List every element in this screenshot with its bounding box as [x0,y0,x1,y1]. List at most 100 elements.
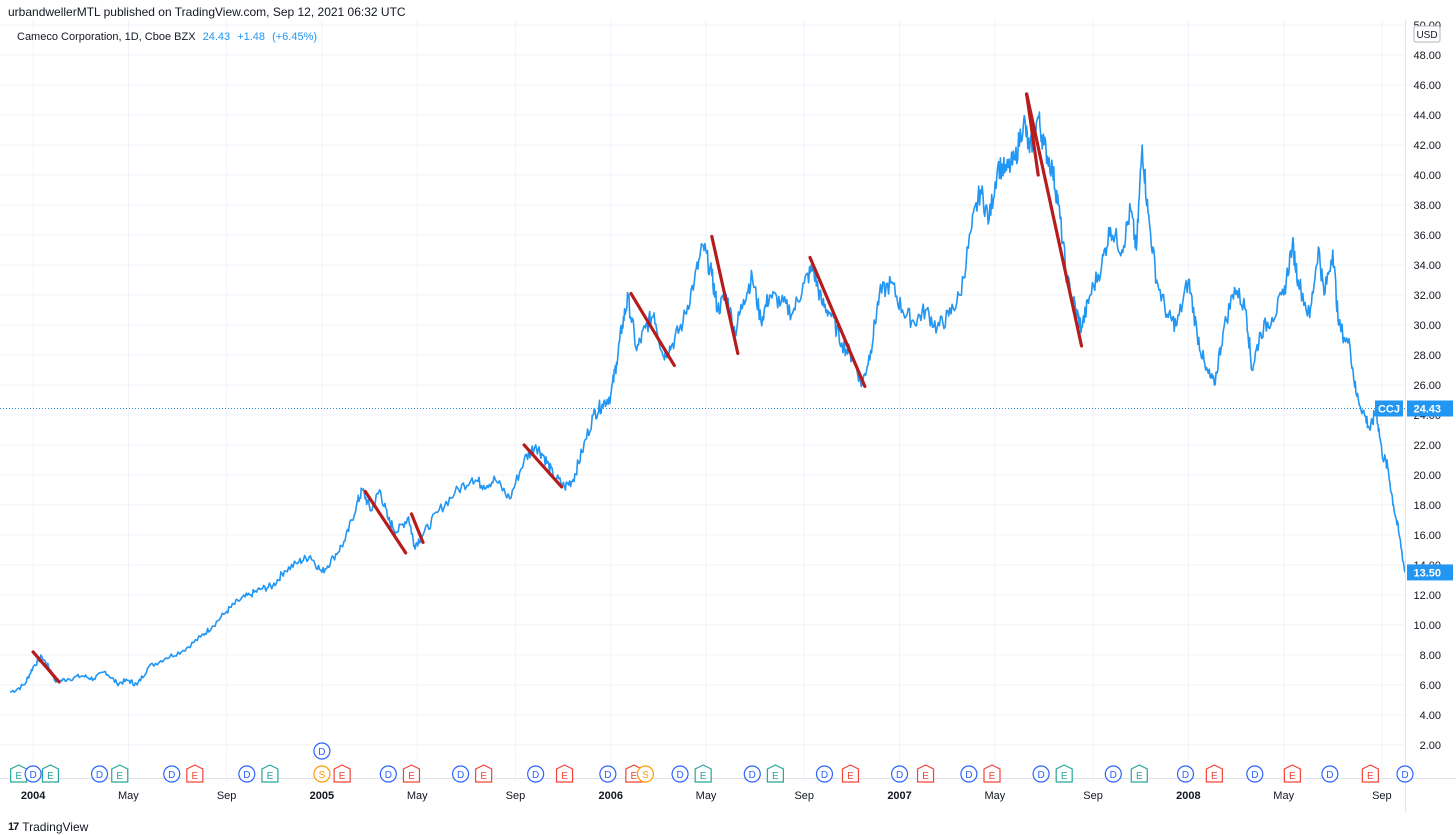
price-series-layer [9,111,1406,694]
earnings-marker-label: E [1211,771,1218,782]
time-axis[interactable]: 2004 May Sep 2005 May Sep 2006 May Sep 2007 May Sep… [0,778,1456,803]
price-chart[interactable]: 2.004.006.008.0010.0012.0014.0016.0018.0… [0,20,1456,812]
dividend-marker-label: D [1182,770,1189,781]
earnings-marker[interactable] [333,764,351,783]
earnings-marker[interactable] [186,764,204,783]
chart-area[interactable]: 2.004.006.008.0010.0012.0014.0016.0018.0… [0,20,1456,812]
earnings-marker[interactable] [555,764,574,783]
earnings-marker[interactable] [841,764,860,783]
trend-line[interactable] [522,443,564,489]
trend-line[interactable] [363,489,408,555]
earnings-marker[interactable] [1205,764,1223,783]
earnings-marker[interactable] [766,764,784,783]
earnings-marker[interactable] [475,764,493,783]
split-marker-label: S [642,770,649,781]
dividend-marker-label: D [749,770,756,781]
x-tick-label: 2005 [310,790,334,802]
earnings-marker-label: E [192,771,199,782]
dividend-marker[interactable] [379,765,397,783]
trend-line[interactable] [1025,92,1084,348]
trend-line[interactable] [808,255,867,389]
dividend-marker[interactable] [960,765,978,783]
earnings-marker[interactable] [694,764,712,783]
publisher-header: urbandwellerMTL published on TradingView… [8,5,406,19]
dividend-marker[interactable] [451,765,470,783]
symbol-legend[interactable]: Cameco Corporation, 1D, Cboe BZX 24.43 +… [17,31,317,43]
earnings-marker[interactable] [983,764,1001,783]
split-marker[interactable] [636,765,655,783]
trend-line[interactable] [1025,92,1040,177]
dividend-marker-label: D [965,770,972,781]
dividend-marker-label: D [168,770,175,781]
dividend-marker[interactable] [743,765,761,783]
dividend-marker[interactable] [1104,765,1122,783]
dividend-marker[interactable] [815,765,834,783]
trend-line[interactable] [629,291,676,368]
split-marker[interactable] [313,765,331,783]
earnings-marker-label: E [1367,771,1374,782]
price-axis[interactable]: 2.004.006.008.0010.0012.0014.0016.0018.0… [1375,20,1453,812]
dividend-marker[interactable] [1396,765,1414,783]
price-line[interactable] [9,111,1406,694]
earnings-marker[interactable] [1055,764,1073,783]
y-tick-label: 20.00 [1413,470,1441,482]
ccj-last-price-label: 24.43 [1413,403,1441,415]
earnings-marker[interactable] [111,764,129,783]
x-tick-label: May [1273,790,1294,802]
earnings-marker-label: E [922,771,929,782]
earnings-marker-label: E [1289,771,1296,782]
trend-lines-layer [31,92,1084,684]
y-tick-label: 8.00 [1420,650,1441,662]
x-tick-label: May [118,790,139,802]
earnings-marker[interactable] [1130,764,1148,783]
dividend-marker[interactable] [313,742,331,760]
earnings-marker[interactable] [402,764,421,783]
currency-box [1413,25,1441,43]
x-tick-label: 2006 [599,790,623,802]
dividend-marker[interactable] [527,765,545,783]
earnings-marker[interactable] [41,764,60,783]
earnings-marker-label: E [561,771,568,782]
dividend-marker-label: D [243,770,250,781]
trend-line[interactable] [710,234,740,356]
dividend-marker[interactable] [1032,765,1050,783]
x-tick-label: Sep [506,790,526,802]
y-tick-label: 42.00 [1413,140,1441,152]
dividend-marker-label: D [457,770,464,781]
earnings-marker-label: E [339,771,346,782]
legend-last-price: 24.43 [202,31,231,43]
dividend-marker[interactable] [90,765,109,783]
earnings-marker-label: E [408,771,415,782]
y-tick-label: 30.00 [1413,320,1441,332]
ccj-last-price-badge [1407,400,1453,417]
dividend-marker[interactable] [1176,765,1195,783]
y-tick-label: 2.00 [1420,740,1441,752]
footer-brand[interactable]: 17 TradingView [8,820,88,834]
x-tick-label: 2008 [1176,790,1200,802]
dividend-marker-label: D [896,770,903,781]
y-tick-label: 4.00 [1420,710,1441,722]
dividend-marker-label: D [821,770,828,781]
earnings-marker[interactable] [916,764,935,783]
dividend-marker[interactable] [890,765,909,783]
earnings-marker[interactable] [10,764,28,783]
x-tick-label: Sep [1083,790,1103,802]
earnings-marker[interactable] [261,764,279,783]
dividend-marker[interactable] [671,765,689,783]
earnings-marker[interactable] [1283,764,1301,783]
symbol-description: Cameco Corporation, 1D, Cboe BZX [17,31,196,43]
dividend-marker-label: D [676,770,683,781]
dividend-marker[interactable] [24,765,42,783]
dividend-marker[interactable] [1246,765,1264,783]
trend-line[interactable] [31,650,61,684]
dividend-marker[interactable] [599,765,617,783]
earnings-marker[interactable] [1361,764,1379,783]
dividend-marker[interactable] [238,765,256,783]
earnings-marker-label: E [989,771,996,782]
dividend-marker[interactable] [1321,765,1339,783]
dividend-marker-label: D [532,770,539,781]
dividend-marker[interactable] [163,765,181,783]
trend-line[interactable] [409,512,425,545]
events-layer: E D E D E D E D EDS E D E D E D E D E S D E D E D E D E D E D E D E D E D E D… [10,742,1414,783]
x-tick-label: 2007 [887,790,911,802]
